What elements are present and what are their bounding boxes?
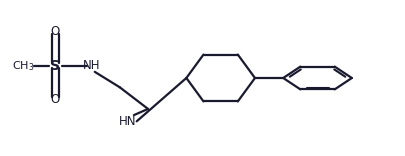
Text: O: O <box>51 25 60 38</box>
Text: S: S <box>50 59 60 73</box>
Text: NH: NH <box>83 59 100 72</box>
Text: O: O <box>51 93 60 106</box>
Text: HN: HN <box>119 115 136 128</box>
Text: CH$_3$: CH$_3$ <box>12 59 34 73</box>
